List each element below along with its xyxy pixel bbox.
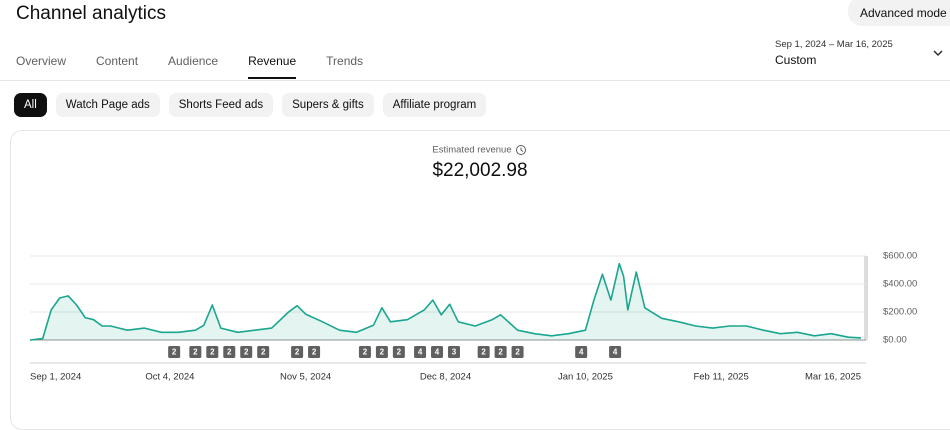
tab[interactable]: Content xyxy=(96,54,139,68)
filter-chip[interactable]: Watch Page ads xyxy=(55,93,160,117)
annotation-marker xyxy=(291,346,304,358)
annotation-marker xyxy=(375,346,388,358)
annotation-marker xyxy=(392,346,405,358)
y-tick-label: $600.00 xyxy=(883,251,917,262)
annotation-marker xyxy=(575,346,588,358)
tab[interactable]: Trends xyxy=(326,54,364,68)
annotation-label: 2 xyxy=(227,348,232,357)
annotation-marker xyxy=(308,346,321,358)
filter-chip[interactable]: All xyxy=(14,93,47,117)
tab[interactable]: Audience xyxy=(168,54,219,68)
annotation-marker xyxy=(494,346,507,358)
annotation-marker xyxy=(223,346,236,358)
annotation-label: 2 xyxy=(312,348,317,357)
annotation-label: 4 xyxy=(418,348,423,357)
x-tick-label: Feb 11, 2025 xyxy=(693,372,748,383)
x-tick-label: Mar 16, 2025 xyxy=(805,372,861,383)
annotation-label: 2 xyxy=(397,348,402,357)
annotation-marker xyxy=(609,346,622,358)
annotation-marker xyxy=(477,346,490,358)
date-range-label[interactable]: Custom xyxy=(775,53,817,67)
summary-value: $22,002.98 xyxy=(432,160,527,181)
area xyxy=(30,263,861,340)
annotation-marker xyxy=(358,346,371,358)
annotation-label: 3 xyxy=(452,348,457,357)
annotation-label: 2 xyxy=(498,348,503,357)
line xyxy=(29,262,862,341)
divider xyxy=(0,80,950,81)
annotation-label: 2 xyxy=(380,348,385,357)
x-tick-label: Oct 4, 2024 xyxy=(145,372,194,383)
info-icon[interactable] xyxy=(516,145,526,155)
tabs: Overview Content Audience Revenue Trends xyxy=(16,54,363,79)
annotation-label: 2 xyxy=(363,348,368,357)
y-tick-label: $400.00 xyxy=(883,279,917,290)
tab[interactable]: Overview xyxy=(16,54,67,68)
filter-chip[interactable]: Supers & gifts xyxy=(282,93,374,117)
annotation-label: 4 xyxy=(613,348,618,357)
annotation-label: 2 xyxy=(515,348,520,357)
annotation-marker xyxy=(240,346,253,358)
annotation-marker xyxy=(511,346,524,358)
chevron[interactable] xyxy=(932,47,944,59)
annotation-label: 2 xyxy=(210,348,215,357)
y-tick-label: $0.00 xyxy=(883,335,907,346)
filter-chip[interactable]: Shorts Feed ads xyxy=(168,93,274,117)
x-tick-label: Sep 1, 2024 xyxy=(30,372,81,383)
date-range[interactable]: Sep 1, 2024 – Mar 16, 2025 xyxy=(775,39,893,50)
annotation-label: 2 xyxy=(172,348,177,357)
x-tick-label: Nov 5, 2024 xyxy=(280,372,331,383)
annotation-label: 2 xyxy=(295,348,300,357)
annotation-label: 4 xyxy=(435,348,440,357)
annotation-marker xyxy=(206,346,219,358)
annotation-marker xyxy=(257,346,270,358)
chart: Estimated revenue $22,002.98 $0.00 $200.0… xyxy=(29,145,917,383)
filter-chips: All Watch Page ads Shorts Feed ads Supers &… xyxy=(14,93,487,117)
annotation-label: 2 xyxy=(481,348,486,357)
x-tick-label: Jan 10, 2025 xyxy=(558,372,613,383)
annotation-marker xyxy=(189,346,202,358)
advanced-mode-button[interactable]: Advanced mode xyxy=(848,0,950,26)
filter-chip[interactable]: Affiliate program xyxy=(382,93,487,117)
x-tick-label: Dec 8, 2024 xyxy=(420,372,471,383)
annotation-marker xyxy=(447,346,460,358)
annotation-label: 2 xyxy=(261,348,266,357)
scroll-bar xyxy=(864,256,868,340)
annotation-label: 4 xyxy=(579,348,584,357)
tab[interactable]: Revenue xyxy=(248,54,297,79)
annotation-label: 2 xyxy=(193,348,198,357)
annotation-label: 2 xyxy=(244,348,249,357)
chart-title: Estimated revenue xyxy=(432,145,511,156)
annotation-marker xyxy=(168,346,181,358)
annotation-marker xyxy=(431,346,444,358)
page-title: Channel analytics xyxy=(16,3,166,24)
annotation-marker xyxy=(414,346,427,358)
y-tick-label: $200.00 xyxy=(883,307,917,318)
